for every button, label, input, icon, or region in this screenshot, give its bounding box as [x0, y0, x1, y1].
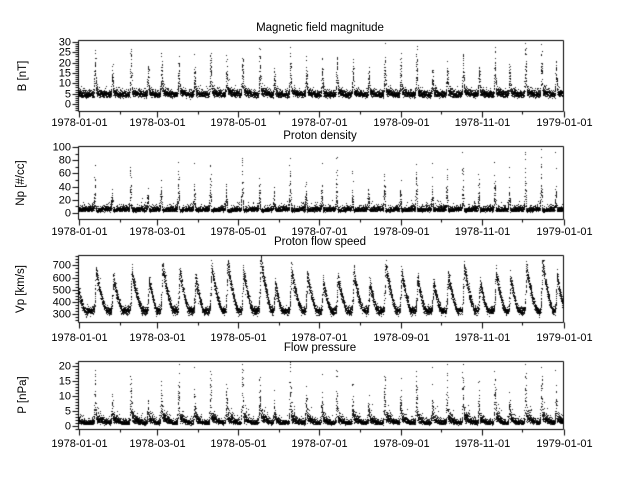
x-tick-label: 1978-07-01 — [291, 117, 348, 129]
x-tick-label: 1978-11-01 — [454, 226, 511, 238]
x-tick-label: 1978-01-01 — [51, 332, 108, 344]
x-tick-label: 1978-05-01 — [210, 226, 267, 238]
x-tick-label: 1979-01-01 — [536, 117, 593, 129]
x-tick-label: 1979-01-01 — [536, 438, 593, 450]
y-tick-label: 5 — [64, 405, 71, 417]
y-tick-label: 0 — [64, 98, 71, 110]
panel3-title: Proton flow speed — [273, 236, 367, 248]
x-tick-label: 1978-09-01 — [373, 226, 430, 238]
x-tick-label: 1979-01-01 — [536, 332, 593, 344]
y-tick-label: 30 — [58, 36, 71, 48]
y-tick-label: 20 — [58, 360, 71, 372]
y-tick-label: 400 — [52, 296, 71, 308]
x-tick-label: 1978-01-01 — [51, 226, 108, 238]
y-tick-label: 300 — [52, 308, 71, 320]
y-tick-label: 80 — [58, 154, 71, 166]
x-tick-label: 1978-09-01 — [373, 117, 430, 129]
x-tick-label: 1978-03-01 — [129, 226, 186, 238]
y-tick-label: 700 — [52, 259, 71, 271]
x-tick-label: 1978-05-01 — [210, 117, 267, 129]
panel4-title: Flow pressure — [283, 342, 357, 354]
y-tick-label: 100 — [52, 141, 71, 153]
y-tick-label: 40 — [58, 181, 71, 193]
x-tick-label: 1978-07-01 — [291, 332, 348, 344]
panel1-y-axis-label: B [nT] — [17, 60, 29, 92]
x-tick-label: 1978-05-01 — [210, 438, 267, 450]
x-tick-label: 1979-01-01 — [536, 226, 593, 238]
y-tick-label: 0 — [64, 207, 71, 219]
panel1-title: Magnetic field magnitude — [256, 22, 384, 34]
y-tick-label: 20 — [58, 194, 71, 206]
x-tick-label: 1978-11-01 — [454, 117, 511, 129]
panel2-y-axis-label: Np [#/cc] — [15, 160, 27, 206]
x-tick-label: 1978-01-01 — [51, 117, 108, 129]
y-tick-label: 10 — [58, 77, 71, 89]
y-tick-label: 5 — [64, 88, 71, 100]
y-tick-label: 10 — [58, 390, 71, 402]
x-tick-label: 1978-07-01 — [291, 438, 348, 450]
x-tick-label: 1978-01-01 — [51, 438, 108, 450]
y-tick-label: 500 — [52, 284, 71, 296]
y-tick-label: 600 — [52, 272, 71, 284]
y-tick-label: 60 — [58, 167, 71, 179]
y-tick-label: 15 — [58, 375, 71, 387]
panel2-title: Proton density — [283, 130, 357, 142]
panel3-y-axis-label: Vp [km/s] — [15, 265, 27, 313]
y-tick-label: 20 — [58, 57, 71, 69]
x-tick-label: 1978-03-01 — [129, 438, 186, 450]
x-tick-label: 1978-09-01 — [373, 332, 430, 344]
x-tick-label: 1978-11-01 — [454, 332, 511, 344]
x-tick-label: 1978-07-01 — [291, 226, 348, 238]
x-tick-label: 1978-03-01 — [129, 332, 186, 344]
panel4-y-axis-label: P [nPa] — [17, 376, 29, 414]
x-tick-label: 1978-11-01 — [454, 438, 511, 450]
x-tick-label: 1978-05-01 — [210, 332, 267, 344]
y-tick-label: 25 — [58, 46, 71, 58]
y-tick-label: 15 — [58, 67, 71, 79]
x-tick-label: 1978-09-01 — [373, 438, 430, 450]
y-tick-label: 0 — [64, 420, 71, 432]
x-tick-label: 1978-03-01 — [129, 117, 186, 129]
